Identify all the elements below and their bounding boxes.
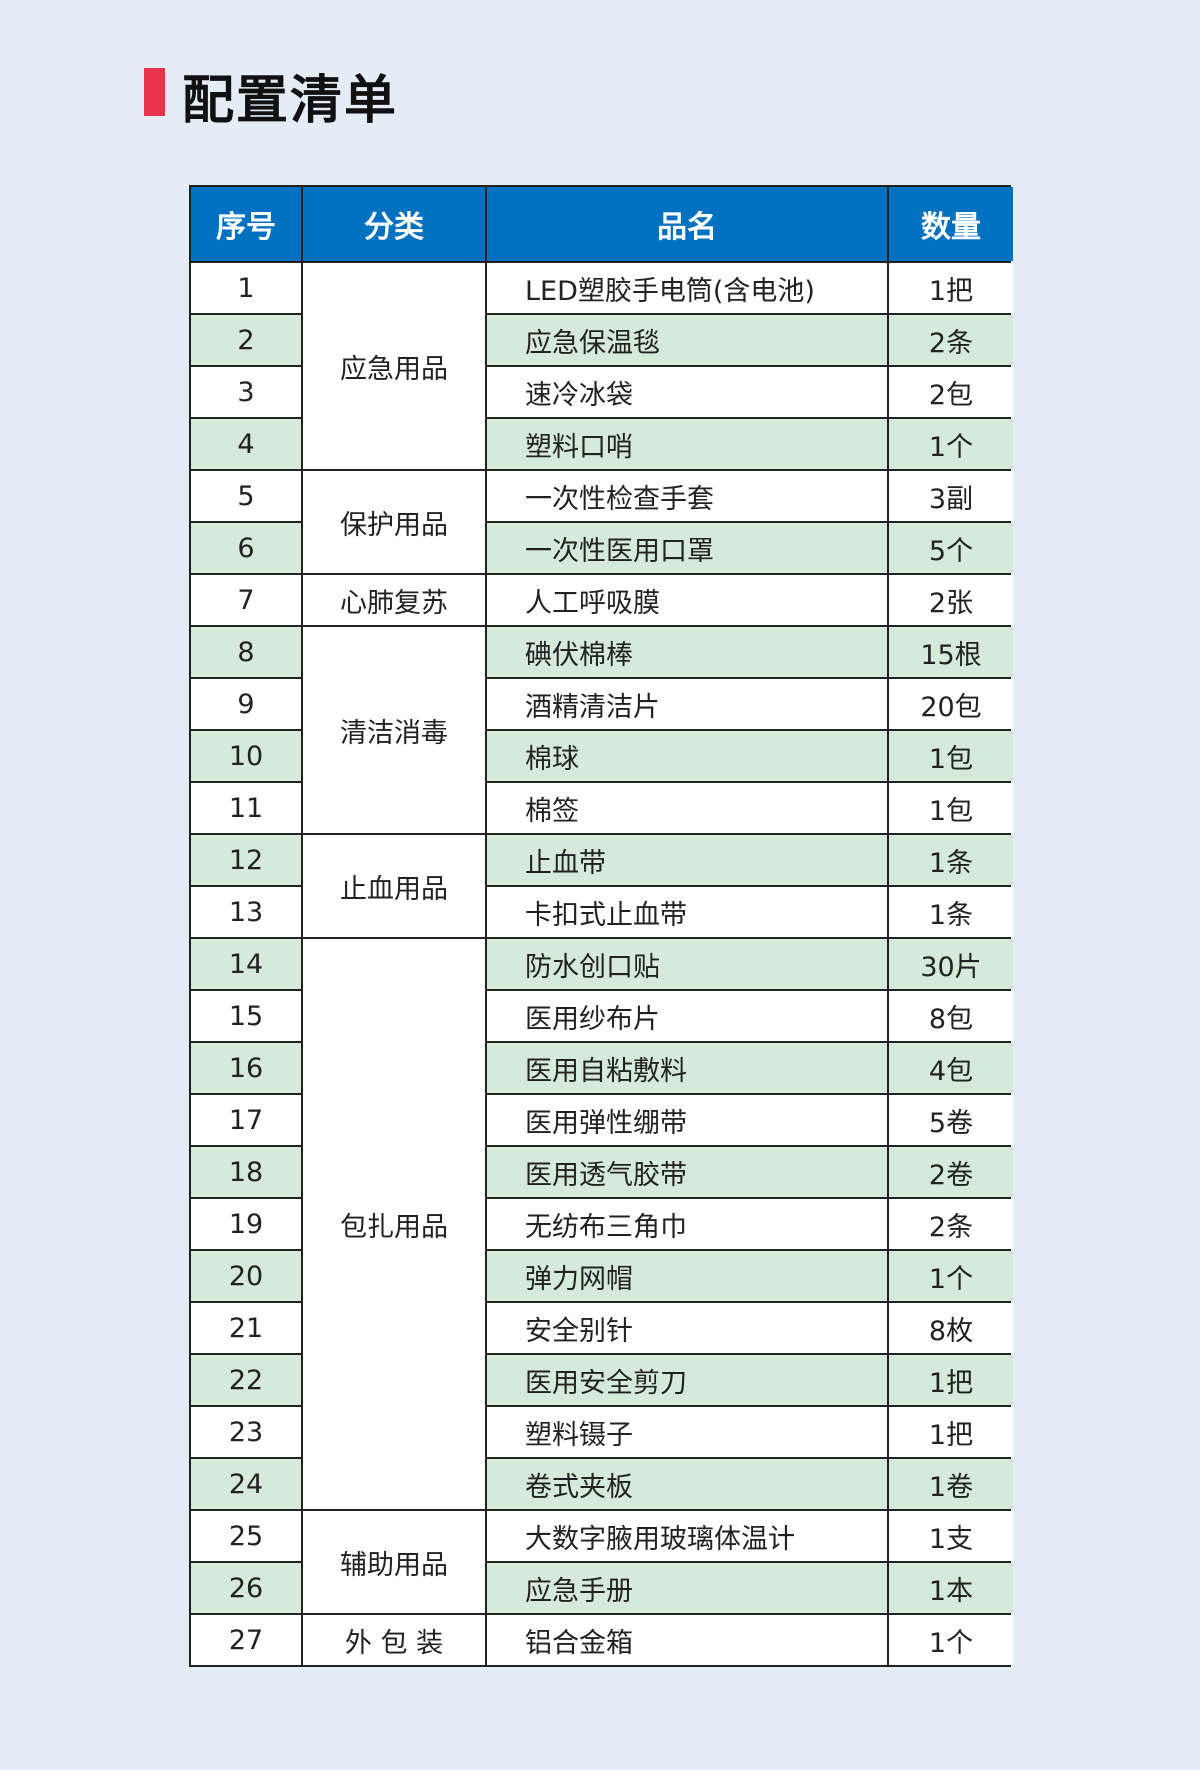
- row-seq: 21: [191, 1303, 301, 1353]
- row-seq: 11: [191, 783, 301, 833]
- category-cell: 保护用品: [303, 471, 485, 573]
- row-qty: 1把: [889, 263, 1013, 313]
- row-item-name: 无纺布三角巾: [487, 1199, 887, 1249]
- row-qty: 1个: [889, 1615, 1013, 1665]
- row-seq: 10: [191, 731, 301, 781]
- row-item-name: 塑料口哨: [487, 419, 887, 469]
- header-category: 分类: [303, 187, 485, 261]
- title-accent-bar: [144, 68, 165, 116]
- row-item-name: 棉签: [487, 783, 887, 833]
- row-seq: 24: [191, 1459, 301, 1509]
- row-seq: 19: [191, 1199, 301, 1249]
- row-seq: 18: [191, 1147, 301, 1197]
- row-qty: 1把: [889, 1355, 1013, 1405]
- row-qty: 4包: [889, 1043, 1013, 1093]
- row-seq: 4: [191, 419, 301, 469]
- row-seq: 27: [191, 1615, 301, 1665]
- row-item-name: 铝合金箱: [487, 1615, 887, 1665]
- row-seq: 6: [191, 523, 301, 573]
- category-cell: 清洁消毒: [303, 627, 485, 833]
- row-qty: 2卷: [889, 1147, 1013, 1197]
- row-seq: 12: [191, 835, 301, 885]
- row-qty: 1个: [889, 419, 1013, 469]
- category-cell: 辅助用品: [303, 1511, 485, 1613]
- row-qty: 1卷: [889, 1459, 1013, 1509]
- row-item-name: 棉球: [487, 731, 887, 781]
- row-item-name: 人工呼吸膜: [487, 575, 887, 625]
- row-qty: 1把: [889, 1407, 1013, 1457]
- row-seq: 23: [191, 1407, 301, 1457]
- row-item-name: 安全别针: [487, 1303, 887, 1353]
- row-qty: 1个: [889, 1251, 1013, 1301]
- row-qty: 1条: [889, 887, 1013, 937]
- row-item-name: 应急保温毯: [487, 315, 887, 365]
- row-qty: 1本: [889, 1563, 1013, 1613]
- row-item-name: 酒精清洁片: [487, 679, 887, 729]
- row-qty: 8包: [889, 991, 1013, 1041]
- row-item-name: 速冷冰袋: [487, 367, 887, 417]
- row-item-name: 医用弹性绷带: [487, 1095, 887, 1145]
- row-seq: 5: [191, 471, 301, 521]
- row-seq: 25: [191, 1511, 301, 1561]
- row-item-name: 大数字腋用玻璃体温计: [487, 1511, 887, 1561]
- config-table: 序号 分类 品名 数量 1 LED塑胶手电筒(含电池) 1把 2 应急保温毯 2条 3 速冷冰…: [189, 185, 1013, 1667]
- category-cell: 心肺复苏: [303, 575, 485, 625]
- row-qty: 2包: [889, 367, 1013, 417]
- category-cell: 应急用品: [303, 263, 485, 469]
- row-seq: 20: [191, 1251, 301, 1301]
- row-item-name: 碘伏棉棒: [487, 627, 887, 677]
- header-seq: 序号: [191, 187, 301, 261]
- header-name: 品名: [487, 187, 887, 261]
- row-item-name: 卷式夹板: [487, 1459, 887, 1509]
- row-item-name: 一次性医用口罩: [487, 523, 887, 573]
- row-qty: 20包: [889, 679, 1013, 729]
- row-qty: 5卷: [889, 1095, 1013, 1145]
- row-qty: 1支: [889, 1511, 1013, 1561]
- row-item-name: 应急手册: [487, 1563, 887, 1613]
- row-qty: 15根: [889, 627, 1013, 677]
- row-item-name: 医用透气胶带: [487, 1147, 887, 1197]
- row-seq: 15: [191, 991, 301, 1041]
- category-cell: 止血用品: [303, 835, 485, 937]
- row-seq: 13: [191, 887, 301, 937]
- row-seq: 1: [191, 263, 301, 313]
- row-qty: 2条: [889, 315, 1013, 365]
- page-title: 配置清单: [182, 71, 399, 131]
- row-item-name: 一次性检查手套: [487, 471, 887, 521]
- row-item-name: 塑料镊子: [487, 1407, 887, 1457]
- row-seq: 16: [191, 1043, 301, 1093]
- row-item-name: 弹力网帽: [487, 1251, 887, 1301]
- row-item-name: 止血带: [487, 835, 887, 885]
- row-qty: 5个: [889, 523, 1013, 573]
- row-item-name: 防水创口贴: [487, 939, 887, 989]
- row-item-name: 医用自粘敷料: [487, 1043, 887, 1093]
- row-seq: 14: [191, 939, 301, 989]
- row-qty: 2张: [889, 575, 1013, 625]
- row-seq: 9: [191, 679, 301, 729]
- row-qty: 1条: [889, 835, 1013, 885]
- row-seq: 22: [191, 1355, 301, 1405]
- row-seq: 8: [191, 627, 301, 677]
- row-qty: 2条: [889, 1199, 1013, 1249]
- row-seq: 7: [191, 575, 301, 625]
- row-qty: 1包: [889, 783, 1013, 833]
- row-qty: 3副: [889, 471, 1013, 521]
- row-item-name: 卡扣式止血带: [487, 887, 887, 937]
- category-cell: 外 包 装: [303, 1615, 485, 1665]
- row-seq: 2: [191, 315, 301, 365]
- row-item-name: 医用纱布片: [487, 991, 887, 1041]
- row-seq: 26: [191, 1563, 301, 1613]
- row-seq: 17: [191, 1095, 301, 1145]
- row-item-name: LED塑胶手电筒(含电池): [487, 263, 887, 313]
- header-qty: 数量: [889, 187, 1013, 261]
- row-seq: 3: [191, 367, 301, 417]
- row-qty: 1包: [889, 731, 1013, 781]
- category-cell: 包扎用品: [303, 939, 485, 1509]
- row-item-name: 医用安全剪刀: [487, 1355, 887, 1405]
- row-qty: 30片: [889, 939, 1013, 989]
- row-qty: 8枚: [889, 1303, 1013, 1353]
